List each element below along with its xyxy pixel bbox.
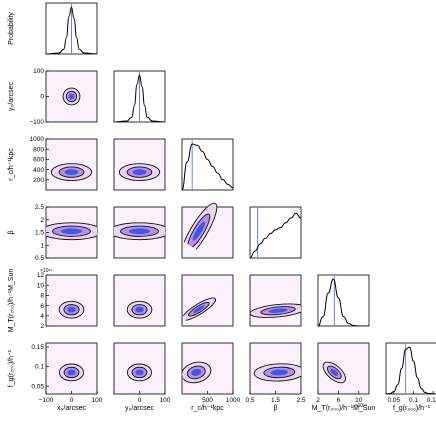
y-tick-label: 400 <box>33 167 44 174</box>
panel-fg-vs-rc: 500 1000 <box>181 342 241 404</box>
x-axis-label-fg: f_g(r₂₀₀)/h⁻¹ <box>393 405 431 412</box>
panel-beta-vs-rc <box>180 202 234 260</box>
x-tick-label: 1.5 <box>271 397 280 404</box>
x-tick-label: 10 <box>355 397 363 404</box>
y-tick-label: 800 <box>33 146 44 153</box>
x-tick-label: 100 <box>92 397 103 404</box>
x-tick-label: 6 <box>337 397 341 404</box>
x-axis-label-y0: y₀/arcsec <box>125 405 154 412</box>
panel-fg-vs-fg: 0.05 0.1 0.15 <box>385 342 436 404</box>
x-tick-label: 500 <box>202 397 213 404</box>
x-tick-label: 1000 <box>226 397 241 404</box>
density-core-M-x0 <box>67 306 76 313</box>
y-tick-label: 2 <box>40 323 44 330</box>
panel-x0-vs-x0 <box>45 2 98 55</box>
y-tick-label: 0 <box>40 94 44 101</box>
y-tick-label: 2.5 <box>35 204 44 211</box>
y-tick-label: 0.05 <box>31 383 44 390</box>
panel-M-vs-x0: 2 4 6 8 10 12 <box>37 272 98 330</box>
marginal-curve-M <box>318 278 369 326</box>
y-axis-label-y0: y₀/arcsec <box>8 82 15 111</box>
marginal-curve-y0 <box>114 74 165 122</box>
y-axis-label-fg: f_g(r₂₀₀)/h⁻¹ <box>8 349 15 387</box>
density-core-fg-y0 <box>135 369 144 376</box>
y-tick-label: 200 <box>33 177 44 184</box>
density-core-fg-M <box>330 368 339 376</box>
x-tick-label: 0.05 <box>388 397 401 404</box>
x-tick-label: 2.5 <box>296 397 305 404</box>
y-axis-label-beta: β <box>8 230 15 234</box>
x-multiplier-label: ×10¹⁴ <box>355 403 367 409</box>
panel-rc-vs-y0 <box>113 138 166 191</box>
x-tick-label: 100 <box>160 397 171 404</box>
marginal-frame-M <box>317 274 370 327</box>
panel-rc-vs-rc <box>181 138 234 191</box>
density-core-rc-x0 <box>64 169 79 176</box>
y-multiplier-label: ×10¹⁴ <box>40 268 52 274</box>
x-axis-label-x0: x₀/arcsec <box>57 405 86 412</box>
panel-M-vs-beta <box>249 274 303 327</box>
density-core-beta-rc <box>192 221 205 241</box>
x-axis-label-M: M_T(r₂₀₀)/h⁻¹M_Sun <box>312 405 376 412</box>
marginal-curve-x0 <box>46 6 97 54</box>
panel-M-vs-y0 <box>113 274 166 327</box>
x-tick-label: 0 <box>138 397 142 404</box>
density-core-M-rc <box>193 305 205 313</box>
y-tick-label: 0.15 <box>31 344 44 351</box>
x-tick-label: 0.1 <box>409 397 418 404</box>
x-tick-label: 2 <box>316 397 320 404</box>
marginal-frame-beta <box>249 206 302 259</box>
y-tick-label: 4 <box>40 313 44 320</box>
x-axis-label-rc: r_c/h⁻¹kpc <box>191 405 224 412</box>
panel-fg-vs-x0: 0.05 0.1 0.15 −100 0 100 <box>31 342 103 404</box>
y-tick-label: −100 <box>29 119 44 126</box>
y-tick-label: 6 <box>40 303 44 310</box>
marginal-curve-beta <box>250 212 301 258</box>
y-tick-label: 600 <box>33 157 44 164</box>
panel-beta-vs-beta <box>249 206 302 259</box>
y-tick-label: 8 <box>40 293 44 300</box>
panel-fg-vs-y0: 0 100 <box>113 342 171 404</box>
density-core-y0-x0 <box>68 93 75 100</box>
y-tick-label: 1000 <box>30 136 45 143</box>
x-axis-label-beta: β <box>273 405 277 412</box>
x-tick-label: −100 <box>39 397 54 404</box>
density-core-fg-x0 <box>67 369 76 376</box>
panel-rc-vs-x0: 200 400 600 800 1000 <box>30 136 98 191</box>
y-tick-label: 100 <box>33 68 44 75</box>
x-tick-label: 0.15 <box>427 397 436 404</box>
density-core-M-y0 <box>135 306 144 313</box>
panel-beta-vs-x0: 0.5 1 1.5 2 2.5 <box>35 204 98 262</box>
y-tick-label: 2 <box>40 217 44 224</box>
density-core-beta-y0 <box>128 228 151 235</box>
y-tick-label: 10 <box>37 282 45 289</box>
density-core-fg-rc <box>191 368 202 376</box>
y-tick-label: 1 <box>40 242 44 249</box>
y-axis-label-M: M_T(r₂₀₀)/h⁻¹M_Sun <box>8 269 15 333</box>
panel-beta-vs-y0 <box>113 206 166 259</box>
panel-y0-vs-y0 <box>113 70 166 123</box>
y-tick-label: 0.1 <box>35 364 44 371</box>
panel-M-vs-M <box>317 274 370 327</box>
y-axis-label-x0: Probability <box>8 12 15 45</box>
density-core-rc-y0 <box>132 169 147 176</box>
density-core-fg-beta <box>270 369 288 376</box>
panel-M-vs-rc <box>181 274 234 327</box>
density-core-beta-x0 <box>60 228 83 235</box>
x-tick-label: 0 <box>70 397 74 404</box>
y-axis-label-rc: r_c/h⁻¹kpc <box>8 148 15 181</box>
y-tick-label: 12 <box>37 272 45 279</box>
panel-fg-vs-M: 2 6 10 <box>316 342 370 404</box>
marginal-curve-rc <box>182 143 233 190</box>
y-tick-label: 0.5 <box>35 255 44 262</box>
joint-frame-M-beta <box>249 274 302 327</box>
panel-y0-vs-x0: −100 0 100 <box>29 68 98 126</box>
y-tick-label: 1.5 <box>35 230 44 237</box>
panel-fg-vs-beta: 0.5 1.5 2.5 <box>245 342 306 404</box>
density-core-M-beta <box>268 308 288 313</box>
x-tick-label: 0.5 <box>245 397 254 404</box>
